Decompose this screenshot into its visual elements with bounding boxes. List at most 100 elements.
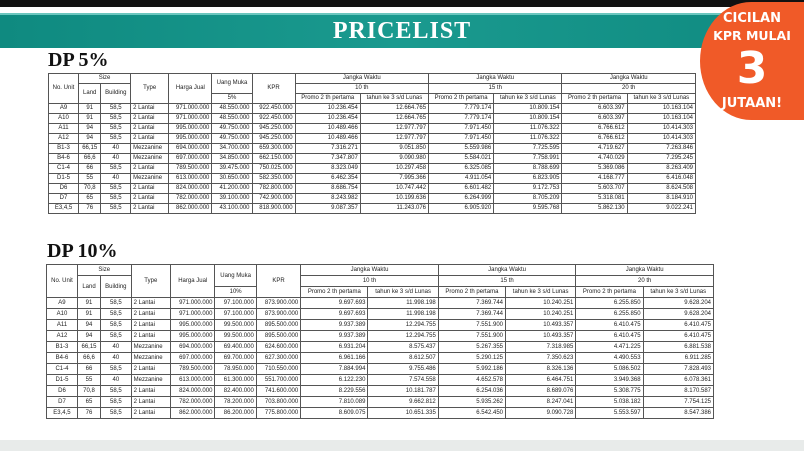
cell-20th-lunas: 9.628.204 xyxy=(642,308,715,320)
header-uang-muka: Uang Muka xyxy=(211,73,253,94)
cell-type: Mezzanine xyxy=(130,374,172,386)
badge-line2: KPR MULAI xyxy=(713,28,791,43)
table-row: B1-3 66,15 40 Mezzanine 694.000.000 69.400.00… xyxy=(46,341,715,353)
header-promo: Promo 2 th pertama xyxy=(575,286,644,298)
cell-unit: A12 xyxy=(48,133,79,144)
cell-15th-promo: 6.254.036 xyxy=(437,385,507,397)
cell-kpr: 818.900.000 xyxy=(251,203,296,214)
dp10-price-table: No. Unit Size Type Harga Jual Uang Muka KPR Ja… xyxy=(46,264,715,419)
cell-land: 94 xyxy=(76,319,102,331)
cell-15th-lunas: 9.595.768 xyxy=(493,203,563,214)
cell-unit: A10 xyxy=(46,308,78,320)
cell-land: 66,15 xyxy=(77,143,102,154)
cell-uang-muka: 39.100.000 xyxy=(211,193,253,204)
header-kpr: KPR xyxy=(255,264,302,298)
cell-20th-lunas: 10.414.303 xyxy=(626,133,697,144)
cell-10th-lunas: 9.090.980 xyxy=(359,153,430,164)
header-building: Building xyxy=(100,83,132,104)
cell-10th-lunas: 9.662.812 xyxy=(367,396,439,408)
cell-uang-muka: 99.500.000 xyxy=(214,330,257,342)
table-row: B4-6 66,6 40 Mezzanine 697.000.000 69.700.000… xyxy=(46,352,715,364)
cell-building: 58,5 xyxy=(100,319,132,331)
cell-harga-jual: 971.000.000 xyxy=(169,308,216,320)
cell-harga-jual: 789.500.000 xyxy=(169,363,216,375)
cell-uang-muka: 34.700.000 xyxy=(211,143,253,154)
header-promo: Promo 2 th pertama xyxy=(437,286,507,298)
cell-unit: D7 xyxy=(48,193,79,204)
cell-land: 76 xyxy=(77,203,102,214)
cell-type: Mezzanine xyxy=(130,143,170,154)
table-row: A12 94 58,5 2 Lantai 995.000.000 49.750.000 94… xyxy=(48,133,697,144)
cell-type: 2 Lantai xyxy=(130,133,170,144)
cell-uang-muka: 97.100.000 xyxy=(214,308,257,320)
cell-uang-muka: 69.700.000 xyxy=(214,352,257,364)
cell-10th-lunas: 12.664.765 xyxy=(359,113,430,124)
cell-15th-promo: 4.911.054 xyxy=(428,173,495,184)
cell-15th-promo: 7.369.744 xyxy=(437,308,507,320)
header-promo: Promo 2 th pertama xyxy=(561,93,628,104)
header-kpr: KPR xyxy=(251,73,296,104)
cell-10th-promo: 9.087.357 xyxy=(294,203,361,214)
cell-20th-lunas: 6.410.475 xyxy=(642,330,715,342)
cell-15th-promo: 6.542.450 xyxy=(437,407,507,419)
cell-harga-jual: 995.000.000 xyxy=(169,319,216,331)
cell-land: 91 xyxy=(77,103,102,114)
cell-20th-promo: 5.086.502 xyxy=(575,363,644,375)
cell-building: 58,5 xyxy=(100,123,132,134)
cell-uang-muka: 78.200.000 xyxy=(214,396,257,408)
header-dp-percent: 10% xyxy=(214,286,257,298)
cell-kpr: 873.900.000 xyxy=(255,297,302,309)
cell-type: 2 Lantai xyxy=(130,407,172,419)
table-row: D1-5 55 40 Mezzanine 613.000.000 61.300.000 55… xyxy=(46,374,715,386)
cell-15th-lunas: 10.809.154 xyxy=(493,113,563,124)
cell-20th-lunas: 9.628.204 xyxy=(642,297,715,309)
cell-building: 58,5 xyxy=(100,103,132,114)
cell-20th-lunas: 8.624.508 xyxy=(626,183,697,194)
cell-20th-promo: 5.308.775 xyxy=(575,385,644,397)
cell-building: 58,5 xyxy=(100,330,132,342)
cell-unit: B4-6 xyxy=(48,153,79,164)
cell-15th-lunas: 10.240.251 xyxy=(504,297,577,309)
header-land: Land xyxy=(76,275,102,298)
cell-land: 94 xyxy=(77,123,102,134)
cell-15th-promo: 5.992.186 xyxy=(437,363,507,375)
cell-15th-promo: 5.290.125 xyxy=(437,352,507,364)
cell-15th-lunas: 10.809.154 xyxy=(493,103,563,114)
cell-15th-promo: 6.905.920 xyxy=(428,203,495,214)
banner: PRICELIST xyxy=(0,13,804,48)
cell-15th-lunas: 11.076.322 xyxy=(493,123,563,134)
cell-type: Mezzanine xyxy=(130,352,172,364)
table-row: D1-5 55 40 Mezzanine 613.000.000 30.650.000 58… xyxy=(48,173,697,184)
cell-harga-jual: 971.000.000 xyxy=(169,297,216,309)
header-jangka-waktu: Jangka Waktu xyxy=(294,73,430,84)
header-promo: Promo 2 th pertama xyxy=(428,93,495,104)
cell-20th-lunas: 8.170.587 xyxy=(642,385,715,397)
cell-20th-lunas: 6.416.048 xyxy=(626,173,697,184)
cell-uang-muka: 43.100.000 xyxy=(211,203,253,214)
cell-20th-promo: 6.603.397 xyxy=(561,103,628,114)
header-uang-muka: Uang Muka xyxy=(214,264,257,287)
table-row: E3,4,5 76 58,5 2 Lantai 862.000.000 43.100.00… xyxy=(48,203,697,214)
header-jangka-waktu: Jangka Waktu xyxy=(300,264,439,276)
cell-kpr: 895.500.000 xyxy=(255,330,302,342)
cell-kpr: 710.550.000 xyxy=(255,363,302,375)
cell-kpr: 922.450.000 xyxy=(251,103,296,114)
cell-15th-promo: 6.601.482 xyxy=(428,183,495,194)
cell-harga-jual: 694.000.000 xyxy=(168,143,213,154)
cell-15th-promo: 5.935.262 xyxy=(437,396,507,408)
cell-kpr: 750.025.000 xyxy=(251,163,296,174)
table-row: B1-3 66,15 40 Mezzanine 694.000.000 34.700.00… xyxy=(48,143,697,154)
cell-10th-lunas: 10.199.636 xyxy=(359,193,430,204)
cell-10th-lunas: 10.181.787 xyxy=(367,385,439,397)
header-term-t15: 15 th xyxy=(437,275,577,287)
cell-15th-lunas: 8.247.041 xyxy=(504,396,577,408)
cell-uang-muka: 34.850.000 xyxy=(211,153,253,164)
cell-20th-promo: 5.603.707 xyxy=(561,183,628,194)
cell-land: 66 xyxy=(77,163,102,174)
cell-land: 55 xyxy=(77,173,102,184)
cell-20th-lunas: 10.163.104 xyxy=(626,113,697,124)
cell-15th-lunas: 10.240.251 xyxy=(504,308,577,320)
cell-harga-jual: 824.000.000 xyxy=(168,183,213,194)
top-bar xyxy=(0,0,804,7)
cell-20th-promo: 5.553.597 xyxy=(575,407,644,419)
